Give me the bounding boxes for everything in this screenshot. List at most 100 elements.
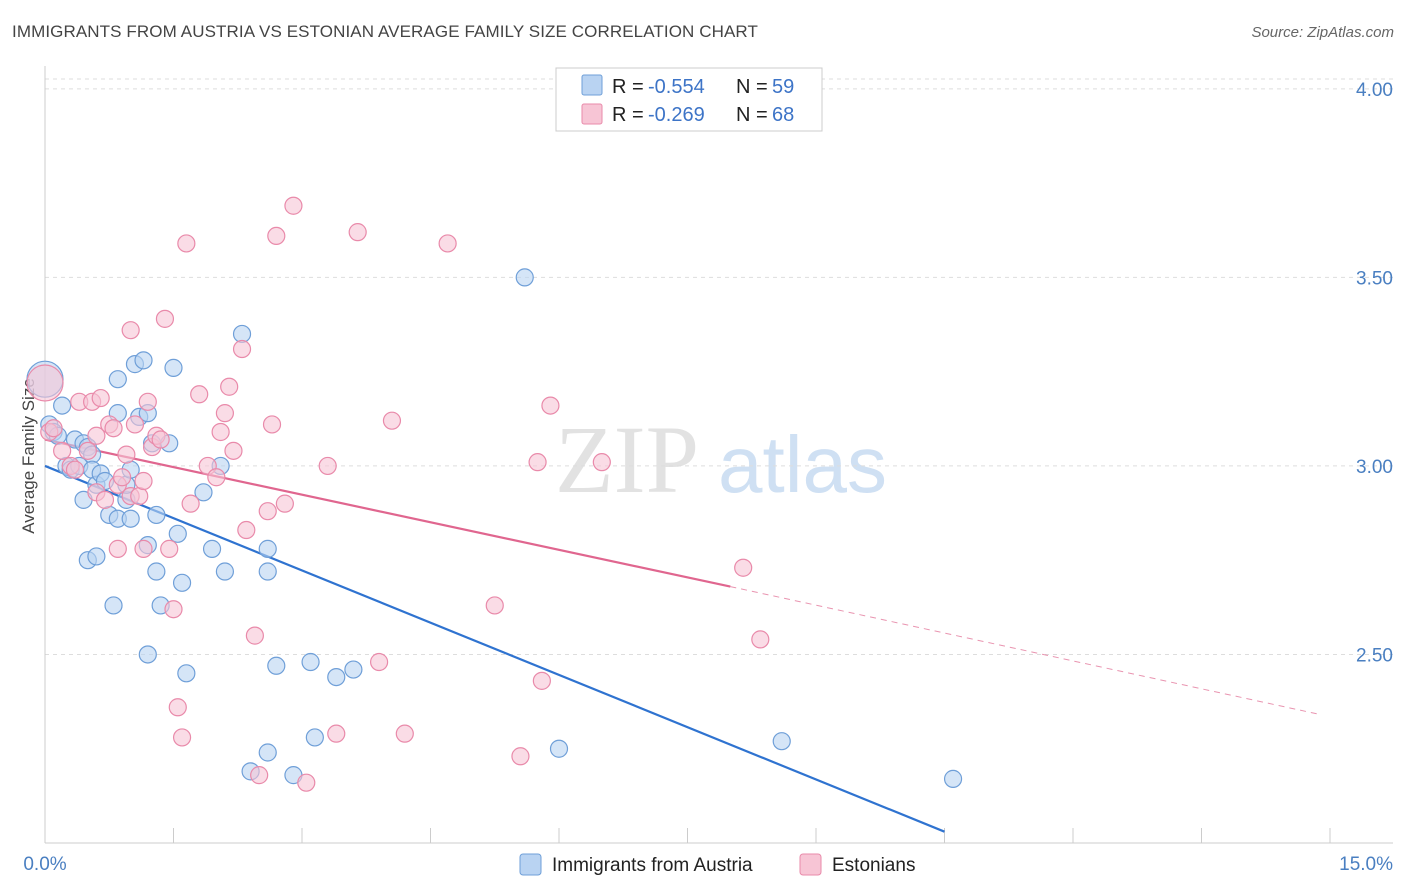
point-estonians [734,558,753,577]
trend-line-estonians-extension [730,586,1322,716]
point-estonians [207,468,226,487]
point-austria [267,656,286,675]
point-austria [104,596,123,615]
y-tick-label: 4.00 [1356,80,1393,101]
point-estonians [134,539,153,558]
legend-swatch-austria [581,74,603,96]
legend-n-value-austria: 59 [772,76,794,98]
point-estonians [160,539,179,558]
gridlines [45,78,1393,655]
point-estonians [232,339,252,359]
point-austria [258,562,277,581]
point-estonians [215,404,234,423]
point-austria [138,645,157,664]
point-estonians [177,234,196,253]
source-credit: Source: ZipAtlas.com [1251,24,1394,41]
point-estonians [53,441,72,460]
point-estonians [26,364,64,402]
point-estonians [108,539,127,558]
legend-n-label-estonians: N = [736,104,768,126]
point-estonians [348,223,367,242]
point-estonians [262,415,282,434]
point-estonians [91,388,110,408]
point-austria [772,732,791,751]
point-estonians [250,766,269,785]
point-estonians [112,468,132,487]
point-estonians [78,441,97,460]
point-austria [549,739,569,758]
point-austria [172,573,192,592]
point-austria [147,505,166,525]
point-estonians [485,596,504,615]
tick-labels: 2.50 3.00 3.50 4.00 0.0% 15.0% [23,80,1393,875]
point-estonians [65,460,85,479]
bottom-legend-label-austria: Immigrants from Austria [552,855,753,876]
point-estonians [327,724,346,743]
watermark-zip: ZIP [555,406,699,513]
point-estonians [532,671,551,690]
point-estonians [168,698,187,717]
legend-swatch-estonians [581,103,603,125]
point-estonians [164,600,183,619]
point-austria [232,324,252,344]
legend-n-label-austria: N = [736,76,768,98]
legend-r-label-estonians: R = [612,104,644,126]
point-austria [53,396,72,415]
point-estonians [511,747,530,766]
point-austria [301,652,320,672]
point-estonians [438,234,457,253]
point-estonians [95,490,115,509]
point-estonians [370,652,389,672]
point-estonians [181,494,200,513]
point-austria [344,660,363,679]
point-austria [164,358,183,377]
point-estonians [130,486,149,506]
point-estonians [151,430,170,449]
point-estonians [125,415,145,434]
point-estonians [237,520,256,540]
x-tick-label-min: 0.0% [23,854,66,875]
watermark: ZIP atlas [555,406,887,513]
point-austria [134,351,153,370]
point-austria [194,483,213,502]
trend-line-austria [44,464,945,833]
point-austria [108,370,127,389]
point-austria [168,524,187,543]
point-estonians [134,471,153,491]
point-estonians [104,419,123,438]
point-austria [258,743,277,762]
legend-r-value-estonians: -0.269 [648,104,705,126]
point-estonians [275,494,294,513]
point-austria [515,268,534,287]
x-tick-label-max: 15.0% [1339,854,1393,875]
point-austria [177,664,196,683]
point-austria [202,539,222,558]
point-estonians [297,773,316,792]
series-legend: Immigrants from Austria Estonians [519,853,915,876]
point-estonians [528,453,547,472]
chart-title: IMMIGRANTS FROM AUSTRIA VS ESTONIAN AVER… [12,22,758,41]
correlation-legend: R = -0.554 N = 59 R = -0.269 N = 68 [555,67,823,132]
point-estonians [245,626,264,645]
y-tick-label: 3.50 [1356,268,1393,289]
point-estonians [224,441,243,460]
point-estonians [87,426,106,445]
point-estonians [267,226,286,246]
point-estonians [155,309,175,328]
point-austria [215,562,234,581]
y-tick-label: 2.50 [1356,645,1393,666]
watermark-atlas: atlas [718,420,887,509]
bottom-legend-swatch-estonians [799,853,822,876]
point-austria [87,547,106,566]
y-axis-label: Average Family Size [19,378,38,534]
bottom-legend-swatch-austria [519,853,542,876]
point-estonians [172,728,192,747]
trend-line-estonians [44,438,731,588]
point-austria [258,539,277,558]
point-estonians [258,502,277,521]
point-estonians [395,724,414,743]
point-estonians [541,396,560,415]
point-estonians [318,456,337,476]
point-estonians [138,392,157,411]
point-estonians [190,385,209,404]
